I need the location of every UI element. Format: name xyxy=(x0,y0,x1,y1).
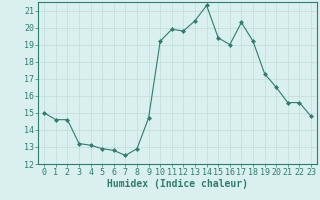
X-axis label: Humidex (Indice chaleur): Humidex (Indice chaleur) xyxy=(107,179,248,189)
